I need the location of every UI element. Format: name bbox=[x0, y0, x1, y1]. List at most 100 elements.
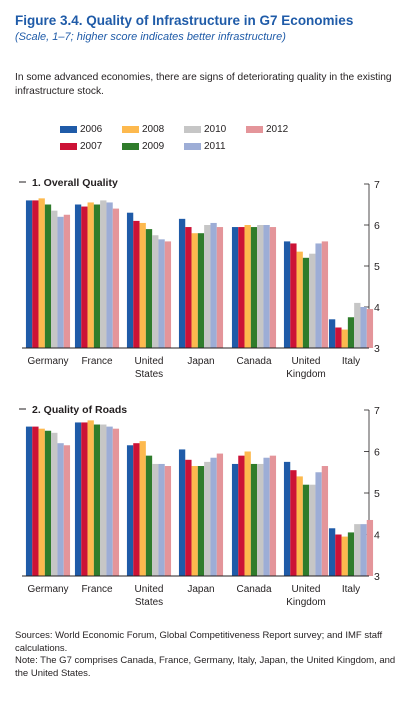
category-label-line: States bbox=[135, 597, 163, 608]
y-tick-label-2-6: 6 bbox=[374, 447, 380, 459]
bar-2-united-kingdom-2008 bbox=[296, 476, 303, 576]
bar-1-germany-2012 bbox=[63, 214, 71, 348]
legend-label-2011: 2011 bbox=[204, 141, 226, 152]
bar-1-canada-2011 bbox=[263, 225, 270, 348]
legend-label-2007: 2007 bbox=[80, 141, 103, 152]
category-label-line: Germany bbox=[27, 584, 68, 595]
bar-1-united-kingdom-2011 bbox=[315, 243, 322, 348]
bar-1-japan-2012 bbox=[216, 227, 224, 348]
bar-1-united-states-2010 bbox=[152, 235, 159, 348]
bar-2-germany-2012 bbox=[63, 445, 71, 576]
legend-label-2012: 2012 bbox=[266, 124, 289, 135]
category-label-2-japan: Japan bbox=[187, 584, 214, 595]
bar-2-germany-2011 bbox=[57, 443, 64, 576]
bar-1-italy-2006 bbox=[328, 319, 336, 348]
category-label-2-canada: Canada bbox=[236, 584, 271, 595]
bar-1-france-2008 bbox=[87, 202, 94, 348]
bar-2-japan-2012 bbox=[216, 453, 224, 576]
bar-2-germany-2008 bbox=[38, 428, 45, 576]
bar-1-france-2011 bbox=[106, 202, 113, 348]
bar-2-canada-2010 bbox=[257, 463, 264, 576]
bar-1-france-2007 bbox=[81, 206, 88, 348]
y-tick-label-1-4: 4 bbox=[374, 302, 380, 314]
bar-1-italy-2011 bbox=[360, 307, 367, 348]
legend-item-2012: 2012 bbox=[246, 124, 288, 135]
bar-1-germany-2011 bbox=[57, 216, 64, 348]
y-tick-label-2-4: 4 bbox=[374, 530, 380, 542]
legend-item-2010: 2010 bbox=[184, 124, 226, 135]
bar-1-united-states-2012 bbox=[164, 241, 172, 348]
bar-2-germany-2009 bbox=[44, 430, 52, 576]
bar-2-japan-2010 bbox=[204, 461, 211, 577]
legend-item-2007: 2007 bbox=[60, 141, 102, 152]
bar-2-united-kingdom-2012 bbox=[321, 466, 329, 576]
bar-2-united-states-2008 bbox=[139, 441, 146, 577]
bar-2-japan-2011 bbox=[210, 457, 217, 576]
y-tick-label-2-7: 7 bbox=[374, 405, 380, 417]
legend-label-2008: 2008 bbox=[142, 124, 165, 135]
bar-1-germany-2009 bbox=[44, 204, 52, 348]
category-label-2-italy: Italy bbox=[342, 584, 360, 595]
bar-2-france-2008 bbox=[87, 420, 94, 577]
bar-1-canada-2006 bbox=[231, 227, 239, 348]
category-label-2-united-kingdom: United Kingdom bbox=[286, 584, 325, 608]
bar-1-italy-2010 bbox=[354, 302, 361, 348]
y-tick-label-1-6: 6 bbox=[374, 220, 380, 232]
y-tick-label-1-5: 5 bbox=[374, 261, 380, 273]
category-label-line: Canada bbox=[236, 356, 271, 367]
bar-1-united-kingdom-2010 bbox=[309, 253, 316, 348]
bar-2-united-states-2007 bbox=[133, 443, 140, 576]
bar-2-italy-2010 bbox=[354, 524, 361, 577]
bar-2-united-kingdom-2007 bbox=[290, 470, 297, 576]
bar-2-france-2012 bbox=[112, 428, 120, 576]
bar-1-germany-2007 bbox=[32, 200, 39, 348]
category-label-line: United bbox=[135, 356, 164, 367]
bar-1-united-kingdom-2007 bbox=[290, 243, 297, 348]
category-label-1-united-kingdom: United Kingdom bbox=[286, 356, 325, 380]
bar-2-france-2007 bbox=[81, 422, 88, 576]
bar-2-france-2011 bbox=[106, 426, 113, 576]
legend-swatch-2009 bbox=[122, 143, 139, 150]
bar-1-united-states-2008 bbox=[139, 222, 146, 348]
legend-item-2008: 2008 bbox=[122, 124, 164, 135]
bar-2-united-kingdom-2010 bbox=[309, 484, 316, 576]
bar-1-japan-2010 bbox=[204, 225, 211, 348]
y-tick-label-2-3: 3 bbox=[374, 571, 380, 583]
category-label-line: France bbox=[81, 584, 113, 595]
bar-1-united-kingdom-2009 bbox=[302, 257, 310, 348]
legend-label-2010: 2010 bbox=[204, 124, 227, 135]
bar-2-japan-2007 bbox=[185, 459, 192, 576]
bar-2-germany-2007 bbox=[32, 426, 39, 576]
bar-1-canada-2008 bbox=[244, 225, 251, 348]
bar-2-united-kingdom-2011 bbox=[315, 472, 322, 576]
footer-notes: Sources: World Economic Forum, Global Co… bbox=[15, 630, 405, 680]
category-label-line: Italy bbox=[342, 356, 360, 367]
category-label-1-united-states: United States bbox=[135, 356, 164, 380]
bar-2-united-states-2010 bbox=[152, 463, 159, 576]
bar-1-united-states-2011 bbox=[158, 239, 165, 348]
bar-1-united-kingdom-2006 bbox=[283, 241, 291, 348]
bar-2-united-states-2006 bbox=[126, 445, 134, 576]
bar-2-japan-2006 bbox=[178, 449, 186, 576]
bar-1-japan-2008 bbox=[191, 233, 198, 348]
bar-1-united-kingdom-2008 bbox=[296, 251, 303, 348]
category-label-line: Japan bbox=[187, 584, 214, 595]
bar-1-italy-2012 bbox=[366, 309, 374, 348]
category-label-2-germany: Germany bbox=[27, 584, 68, 595]
category-label-line: Kingdom bbox=[286, 597, 325, 608]
bar-2-united-states-2012 bbox=[164, 466, 172, 576]
bar-1-canada-2009 bbox=[250, 227, 258, 348]
panel-title-2: 2. Quality of Roads bbox=[32, 404, 127, 416]
bar-1-canada-2012 bbox=[269, 227, 277, 348]
category-label-line: Canada bbox=[236, 584, 271, 595]
bar-1-japan-2006 bbox=[178, 218, 186, 348]
legend-swatch-2006 bbox=[60, 126, 77, 133]
legend-label-2006: 2006 bbox=[80, 124, 103, 135]
bar-1-united-states-2007 bbox=[133, 220, 140, 348]
bar-1-germany-2006 bbox=[25, 200, 33, 348]
bar-2-canada-2011 bbox=[263, 457, 270, 576]
bar-1-united-states-2009 bbox=[145, 229, 153, 348]
bar-2-france-2006 bbox=[74, 422, 82, 576]
bar-2-canada-2009 bbox=[250, 463, 258, 576]
